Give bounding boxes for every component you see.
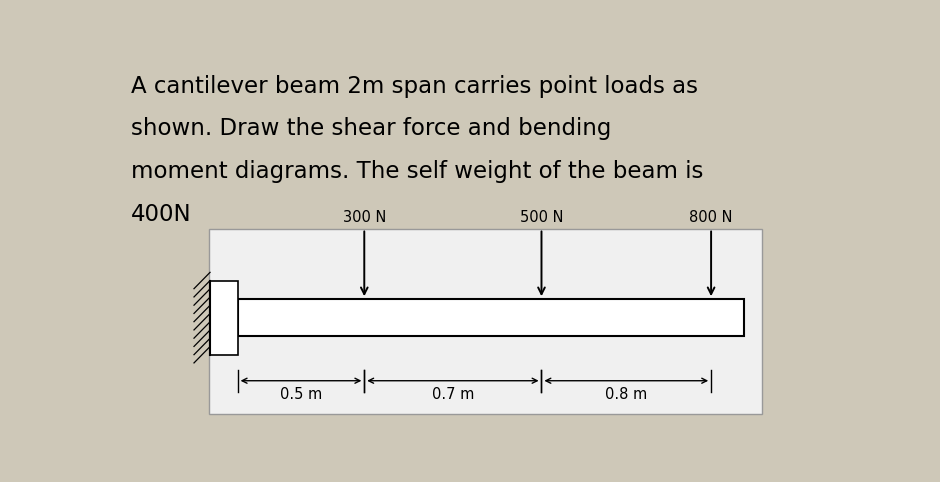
Text: 0.8 m: 0.8 m — [605, 388, 648, 402]
Text: 0.7 m: 0.7 m — [431, 388, 474, 402]
Text: A cantilever beam 2m span carries point loads as: A cantilever beam 2m span carries point … — [131, 75, 697, 97]
Bar — [210, 281, 238, 355]
Text: 500 N: 500 N — [520, 210, 563, 225]
Bar — [238, 299, 744, 336]
Text: shown. Draw the shear force and bending: shown. Draw the shear force and bending — [131, 117, 611, 140]
Text: moment diagrams. The self weight of the beam is: moment diagrams. The self weight of the … — [131, 160, 703, 183]
Text: 300 N: 300 N — [342, 210, 386, 225]
Text: 400N: 400N — [131, 202, 191, 226]
Text: 0.5 m: 0.5 m — [280, 388, 322, 402]
Bar — [209, 228, 762, 414]
Text: 800 N: 800 N — [689, 210, 733, 225]
